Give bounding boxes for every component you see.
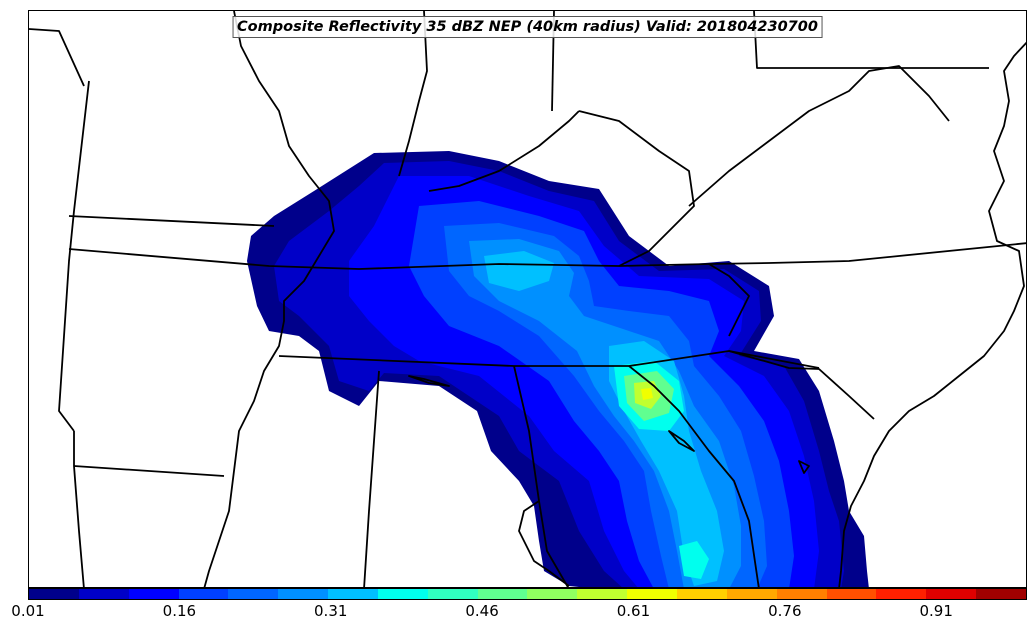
coast-gulf-fl: [518, 500, 570, 587]
border-nc-sc: [728, 350, 875, 420]
colorbar-segment: [676, 589, 727, 599]
lake-wheeler: [408, 375, 450, 387]
colorbar-segment: [278, 589, 329, 599]
colorbar-segment: [726, 589, 777, 599]
colorbar-segment: [926, 589, 977, 599]
probability-map: [29, 11, 1026, 587]
colorbar-segment: [826, 589, 877, 599]
colorbar-segment: [228, 589, 279, 599]
colorbar-tick-label: 0.76: [768, 602, 802, 620]
river-mississippi: [203, 11, 335, 587]
border-ky-wv: [578, 110, 695, 267]
map-panel: Composite Reflectivity 35 dBZ NEP (40km …: [28, 10, 1027, 588]
colorbar-tick-label: 0.16: [162, 602, 197, 620]
border-ar-la: [73, 465, 225, 477]
colorbar-segment: [29, 589, 79, 599]
coastline-atlantic: [838, 41, 1026, 587]
colorbar-tick-label: 0.31: [314, 602, 348, 620]
colorbar-segment: [78, 589, 129, 599]
probability-fill: [247, 151, 869, 587]
lake-hartwell: [668, 430, 695, 452]
lake-marion: [798, 460, 810, 474]
colorbar-segment: [776, 589, 827, 599]
colorbar-segment: [876, 589, 927, 599]
border-tx-la: [73, 431, 85, 587]
colorbar-segment: [427, 589, 478, 599]
colorbar-segment: [178, 589, 229, 599]
colorbar-ticks: 0.01 0.16 0.31 0.46 0.61 0.76 0.91: [11, 600, 1027, 630]
state-boundaries: [29, 11, 1026, 587]
colorbar-segment: [477, 589, 528, 599]
colorbar-segment: [527, 589, 578, 599]
colorbar-segment: [328, 589, 378, 599]
border-mo-ia: [29, 28, 85, 87]
border-ar-mo: [68, 215, 275, 227]
border-nc-va: [708, 263, 750, 337]
colorbar-segment: [377, 589, 428, 599]
border-il-in: [398, 11, 428, 177]
border-ok-ar: [58, 80, 90, 432]
colorbar-tick-label: 0.91: [919, 602, 953, 620]
colorbar-tick-label: 0.46: [465, 602, 499, 620]
colorbar: [28, 588, 1027, 600]
colorbar-segment: [128, 589, 179, 599]
border-oh-ky: [428, 110, 580, 192]
prob-contour-11: [641, 388, 653, 400]
prob-contour-8: [614, 361, 709, 579]
colorbar-tick-label: 0.61: [616, 602, 651, 620]
colorbar-tick-label: 0.01: [11, 602, 45, 620]
colorbar-segment: [627, 589, 677, 599]
map-title: Composite Reflectivity 35 dBZ NEP (40km …: [232, 16, 823, 38]
colorbar-segment: [577, 589, 628, 599]
border-ga-sc: [628, 365, 760, 587]
colorbar-segment: [976, 589, 1026, 599]
border-wv-va: [688, 65, 950, 207]
border-al-ms: [363, 370, 380, 587]
